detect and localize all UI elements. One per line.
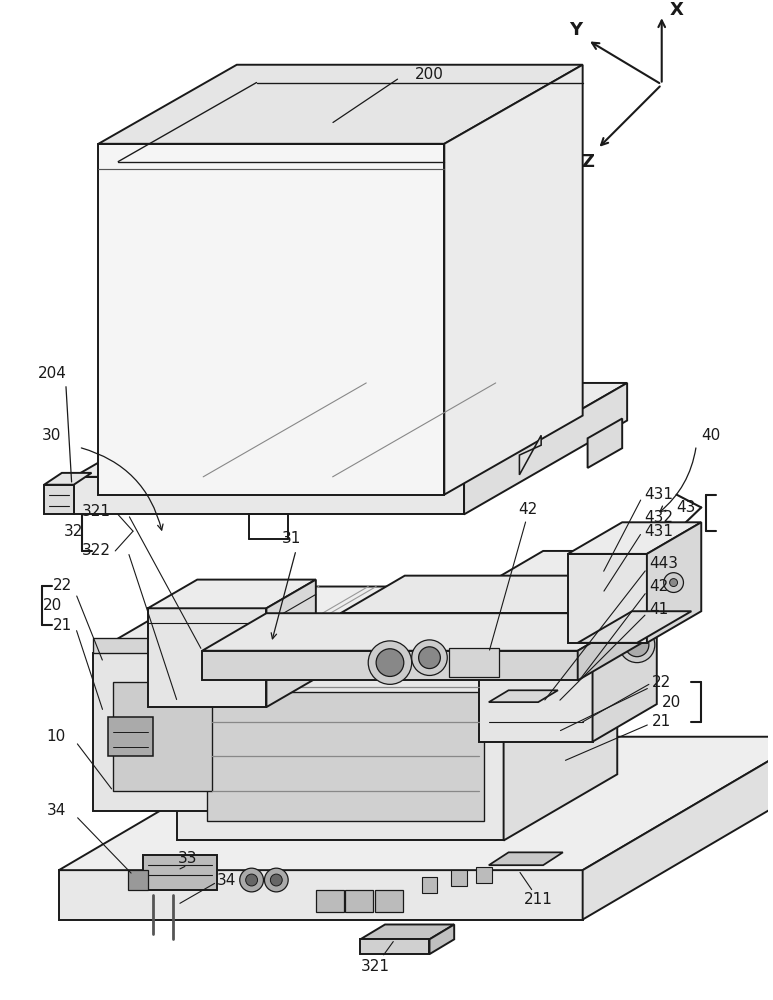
Polygon shape	[341, 576, 642, 613]
Text: 42: 42	[649, 579, 668, 594]
Circle shape	[246, 874, 257, 886]
Text: 42: 42	[519, 502, 538, 517]
Polygon shape	[479, 588, 593, 742]
Polygon shape	[143, 855, 217, 890]
Circle shape	[669, 579, 677, 587]
Polygon shape	[267, 580, 316, 707]
Circle shape	[376, 649, 404, 676]
Bar	[476, 867, 492, 883]
Bar	[316, 890, 343, 912]
Polygon shape	[108, 717, 153, 756]
Circle shape	[412, 640, 448, 675]
Bar	[421, 877, 438, 893]
Text: 31: 31	[281, 531, 301, 546]
Text: 33: 33	[178, 851, 197, 866]
Text: 21: 21	[53, 618, 72, 633]
Text: 431: 431	[644, 487, 673, 502]
Text: 22: 22	[652, 675, 671, 690]
Text: 431: 431	[644, 524, 673, 539]
Polygon shape	[577, 613, 642, 680]
Polygon shape	[647, 522, 701, 643]
Text: 200: 200	[415, 67, 444, 82]
Circle shape	[625, 633, 649, 657]
Polygon shape	[59, 737, 773, 870]
Polygon shape	[207, 692, 484, 821]
Text: 20: 20	[43, 598, 62, 613]
Polygon shape	[98, 144, 444, 495]
Text: 204: 204	[38, 366, 66, 381]
Polygon shape	[203, 651, 577, 680]
Polygon shape	[568, 522, 701, 554]
Bar	[346, 890, 373, 912]
Polygon shape	[360, 924, 455, 939]
Polygon shape	[73, 383, 627, 477]
Polygon shape	[479, 551, 657, 588]
Circle shape	[264, 868, 288, 892]
Polygon shape	[148, 608, 267, 707]
Text: 40: 40	[702, 428, 720, 443]
Circle shape	[419, 647, 441, 669]
Bar	[128, 870, 148, 890]
Polygon shape	[59, 870, 583, 920]
Polygon shape	[503, 587, 618, 840]
Bar	[375, 890, 403, 912]
Text: 211: 211	[524, 892, 553, 907]
Text: 32: 32	[64, 524, 83, 539]
Polygon shape	[444, 65, 583, 495]
Polygon shape	[464, 383, 627, 514]
Polygon shape	[583, 737, 773, 920]
Text: 34: 34	[217, 873, 237, 888]
Polygon shape	[94, 653, 222, 811]
Circle shape	[271, 874, 282, 886]
Polygon shape	[587, 419, 622, 468]
Text: 20: 20	[662, 695, 681, 710]
Polygon shape	[577, 611, 691, 643]
Polygon shape	[73, 477, 464, 514]
Circle shape	[619, 627, 655, 663]
Text: Y: Y	[569, 21, 582, 39]
Polygon shape	[178, 587, 618, 653]
Polygon shape	[430, 924, 455, 954]
Text: 443: 443	[649, 556, 678, 571]
Text: X: X	[669, 1, 683, 19]
Polygon shape	[360, 939, 430, 954]
Text: 43: 43	[676, 500, 696, 515]
Circle shape	[240, 868, 264, 892]
Polygon shape	[489, 852, 563, 865]
Circle shape	[368, 641, 412, 684]
Text: 10: 10	[46, 729, 66, 744]
Circle shape	[664, 573, 683, 592]
Polygon shape	[577, 576, 642, 638]
Text: 41: 41	[649, 602, 668, 617]
Text: 22: 22	[53, 578, 72, 593]
Polygon shape	[94, 638, 222, 653]
Polygon shape	[98, 65, 583, 144]
Text: 21: 21	[652, 714, 671, 729]
Polygon shape	[568, 554, 647, 643]
Text: 322: 322	[82, 543, 111, 558]
Text: 34: 34	[46, 803, 66, 818]
Polygon shape	[593, 551, 657, 742]
Text: 432: 432	[644, 510, 673, 525]
Text: 321: 321	[82, 504, 111, 519]
Polygon shape	[114, 682, 212, 791]
Text: 30: 30	[43, 428, 62, 443]
Polygon shape	[519, 435, 541, 475]
Polygon shape	[203, 613, 642, 651]
Polygon shape	[489, 690, 558, 702]
Bar	[451, 870, 467, 886]
Polygon shape	[178, 653, 503, 840]
Polygon shape	[148, 580, 316, 608]
Text: Z: Z	[581, 153, 594, 171]
Polygon shape	[44, 473, 91, 485]
Polygon shape	[44, 485, 73, 514]
Polygon shape	[341, 613, 577, 638]
Polygon shape	[94, 621, 276, 653]
Polygon shape	[222, 621, 276, 811]
Polygon shape	[449, 648, 499, 677]
Text: 321: 321	[361, 959, 390, 974]
